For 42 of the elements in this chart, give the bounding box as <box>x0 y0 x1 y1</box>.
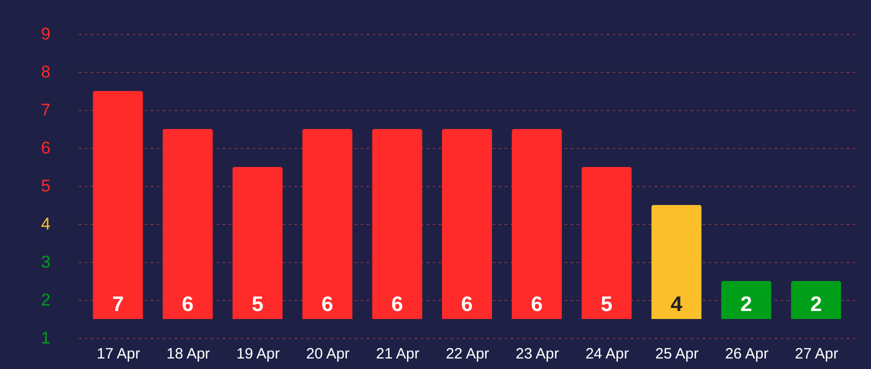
data-label: 5 <box>600 293 613 316</box>
bar <box>512 129 562 319</box>
x-tick-label: 18 Apr <box>166 346 210 362</box>
data-label: 7 <box>112 293 124 316</box>
x-tick-label: 17 Apr <box>96 346 140 362</box>
x-tick-label: 25 Apr <box>655 346 699 362</box>
data-label: 5 <box>252 293 264 316</box>
x-tick-label: 26 Apr <box>725 346 768 362</box>
x-tick-label: 27 Apr <box>794 346 838 362</box>
data-label: 6 <box>182 293 194 316</box>
data-label: 6 <box>322 293 334 316</box>
bar <box>651 205 702 319</box>
x-tick-label: 19 Apr <box>236 346 280 362</box>
x-tick-label: 24 Apr <box>585 346 629 362</box>
data-label: 2 <box>810 293 822 316</box>
y-tick-label: 7 <box>41 100 50 120</box>
y-tick-label: 9 <box>41 24 50 44</box>
data-label: 6 <box>391 293 404 316</box>
x-tick-label: 22 Apr <box>446 346 490 362</box>
y-tick-label: 2 <box>41 290 50 310</box>
data-label: 4 <box>670 293 683 316</box>
y-tick-label: 4 <box>41 214 50 234</box>
data-label: 6 <box>461 293 473 316</box>
x-tick-label: 20 Apr <box>306 346 350 362</box>
data-label: 6 <box>530 293 543 316</box>
bar <box>232 167 283 319</box>
x-tick-label: 23 Apr <box>516 346 560 362</box>
y-tick-label: 6 <box>41 138 50 158</box>
bar <box>442 129 492 319</box>
y-tick-label: 5 <box>41 176 50 196</box>
y-tick-label: 8 <box>41 62 50 82</box>
x-tick-label: 21 Apr <box>376 346 420 362</box>
bar <box>92 91 143 319</box>
bar <box>162 129 213 319</box>
y-tick-label: 1 <box>41 328 50 348</box>
bar <box>582 167 632 319</box>
bar <box>721 281 772 319</box>
bar <box>791 281 842 319</box>
data-label: 2 <box>740 293 752 316</box>
bar <box>372 129 422 319</box>
y-tick-label: 3 <box>41 252 50 272</box>
bar <box>302 129 352 319</box>
